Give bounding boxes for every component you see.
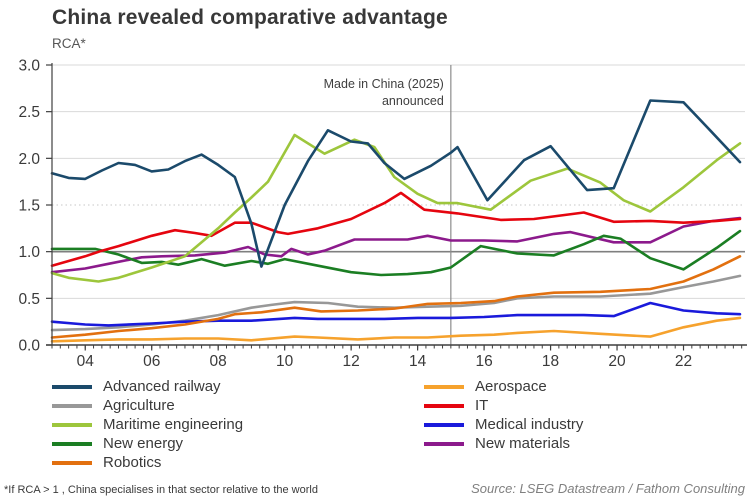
legend-label-it: IT bbox=[475, 397, 489, 414]
chart-footer: *If RCA > 1 , China specialises in that … bbox=[4, 481, 745, 496]
source-credit: Source: LSEG Datastream / Fathom Consult… bbox=[471, 481, 745, 496]
footnote: *If RCA > 1 , China specialises in that … bbox=[4, 484, 318, 496]
x-tick-label: 16 bbox=[475, 353, 492, 370]
legend-label-new-energy: New energy bbox=[103, 435, 184, 452]
x-tick-label: 14 bbox=[409, 353, 427, 370]
rca-line-chart: Made in China (2025) announced 0.0 0.5 1.0 1.… bbox=[18, 58, 747, 370]
legend-swatch-agriculture bbox=[52, 403, 92, 408]
legend-label-medical-industry: Medical industry bbox=[475, 416, 584, 433]
y-tick-label: 1.5 bbox=[18, 198, 40, 215]
y-axis-ticks: 0.0 0.5 1.0 1.5 2.0 2.5 3.0 bbox=[18, 58, 52, 355]
chart-legend: Advanced railway Agriculture Maritime engi… bbox=[52, 377, 742, 472]
legend-label-agriculture: Agriculture bbox=[103, 397, 175, 414]
legend-swatch-advanced-railway bbox=[52, 384, 92, 389]
x-tick-label: 08 bbox=[210, 353, 227, 370]
legend-swatch-medical-industry bbox=[424, 422, 464, 427]
legend-label-maritime-engineering: Maritime engineering bbox=[103, 416, 244, 433]
legend-item-new-materials: New materials bbox=[424, 434, 583, 453]
x-tick-label: 06 bbox=[143, 353, 160, 370]
legend-item-robotics: Robotics bbox=[52, 453, 424, 472]
series-line-advanced-railway bbox=[50, 99, 742, 268]
legend-item-it: IT bbox=[424, 396, 583, 415]
legend-swatch-robotics bbox=[52, 460, 92, 465]
legend-label-aerospace: Aerospace bbox=[475, 378, 547, 395]
x-tick-label: 04 bbox=[77, 353, 95, 370]
x-tick-label: 22 bbox=[675, 353, 692, 370]
y-tick-label: 2.0 bbox=[18, 151, 40, 168]
series-line-agriculture bbox=[50, 274, 742, 332]
series-line-new-materials bbox=[50, 216, 742, 274]
legend-swatch-new-materials bbox=[424, 441, 464, 446]
legend-item-medical-industry: Medical industry bbox=[424, 415, 583, 434]
x-tick-label: 12 bbox=[343, 353, 360, 370]
legend-label-advanced-railway: Advanced railway bbox=[103, 378, 221, 395]
legend-swatch-it bbox=[424, 403, 464, 408]
series-line-medical-industry bbox=[50, 301, 742, 327]
series-line-robotics bbox=[50, 254, 742, 339]
y-tick-label: 0.5 bbox=[18, 291, 40, 308]
y-axis-unit-label: RCA* bbox=[52, 36, 86, 51]
x-tick-label: 18 bbox=[542, 353, 559, 370]
x-tick-label: 20 bbox=[608, 353, 626, 370]
legend-label-robotics: Robotics bbox=[103, 454, 162, 471]
x-tick-label: 10 bbox=[276, 353, 294, 370]
y-tick-label: 0.0 bbox=[18, 338, 40, 355]
legend-item-agriculture: Agriculture bbox=[52, 396, 424, 415]
legend-item-maritime-engineering: Maritime engineering bbox=[52, 415, 424, 434]
legend-item-aerospace: Aerospace bbox=[424, 377, 583, 396]
legend-swatch-aerospace bbox=[424, 384, 464, 389]
series-line-maritime-engineering bbox=[50, 133, 742, 283]
legend-item-new-energy: New energy bbox=[52, 434, 424, 453]
y-tick-label: 1.0 bbox=[18, 244, 40, 261]
legend-item-advanced-railway: Advanced railway bbox=[52, 377, 424, 396]
series-line-new-energy bbox=[50, 229, 742, 277]
annotation-text-line1: Made in China (2025) bbox=[324, 77, 444, 91]
series-line-it bbox=[50, 191, 742, 268]
legend-swatch-new-energy bbox=[52, 441, 92, 446]
page-title: China revealed comparative advantage bbox=[52, 6, 448, 29]
annotation-text-line2: announced bbox=[382, 94, 444, 108]
legend-label-new-materials: New materials bbox=[475, 435, 571, 452]
y-tick-label: 2.5 bbox=[18, 104, 40, 121]
legend-column-2: Aerospace IT Medical industry New materials bbox=[424, 377, 583, 472]
y-tick-label: 3.0 bbox=[18, 58, 40, 75]
legend-swatch-maritime-engineering bbox=[52, 422, 92, 427]
gridlines bbox=[52, 64, 745, 299]
x-axis-ticks: 04 06 08 10 12 14 16 18 20 22 bbox=[51, 345, 743, 370]
series-line-aerospace bbox=[50, 316, 742, 343]
legend-column-1: Advanced railway Agriculture Maritime engi… bbox=[52, 377, 424, 472]
